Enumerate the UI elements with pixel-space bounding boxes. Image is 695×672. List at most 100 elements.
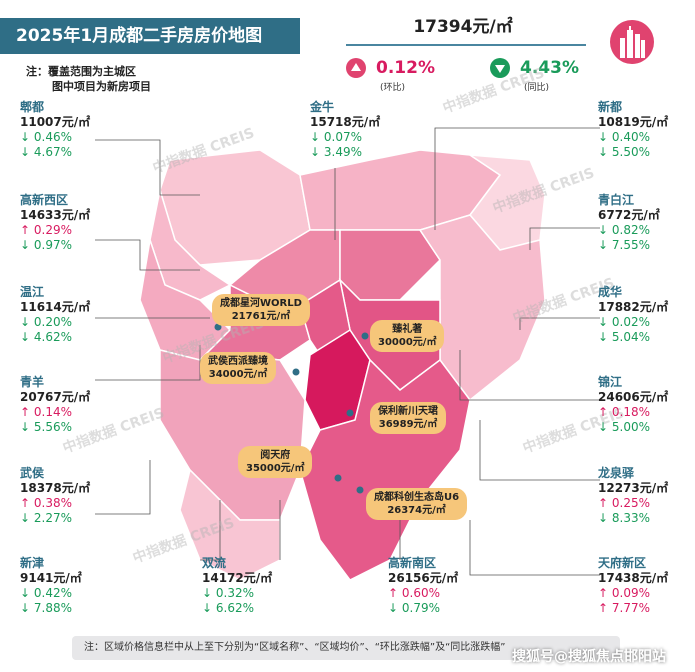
district-pidu: 郫都 11007元/㎡ ↓ 0.46% ↓ 4.67% [20,100,90,160]
district-mom: ↑ 0.38% [20,496,72,510]
district-mom: ↑ 0.18% [598,405,650,419]
project-price: 35000元/㎡ [246,463,305,474]
region-chenghua [339,229,441,301]
district-xindu: 新都 10819元/㎡ ↓ 0.40% ↓ 5.50% [598,100,668,160]
district-gaoxinnan: 高新南区 26156元/㎡ ↑ 0.60% ↓ 0.79% [388,556,458,616]
district-mom: ↑ 0.60% [388,586,440,600]
district-jinjiang: 锦江 24606元/㎡ ↑ 0.18% ↓ 5.00% [598,375,668,435]
district-price: 14172元/㎡ [202,571,273,585]
district-name: 青白江 [598,193,635,207]
coverage-note: 注：覆盖范围为主城区 图中项目为新房项目 [26,64,151,94]
district-name: 双流 [202,556,227,570]
region-xinjin [179,468,281,581]
district-mom: ↓ 0.46% [20,130,72,144]
district-name: 新都 [598,100,623,114]
project-price: 21761元/㎡ [231,311,291,322]
district-price: 15718元/㎡ [310,115,381,129]
district-name: 锦江 [598,375,623,389]
project-label: 武侯西派臻境 34000元/㎡ [200,352,276,384]
district-jinniu: 金牛 15718元/㎡ ↓ 0.07% ↓ 3.49% [310,100,380,160]
district-mom: ↑ 0.09% [598,586,650,600]
district-yoy: ↓ 8.33% [598,511,650,525]
project-label: 成都星河WORLD 21761元/㎡ [212,294,310,326]
district-qingbaijiang: 青白江 6772元/㎡ ↓ 0.82% ↓ 7.55% [598,193,660,253]
district-name: 成华 [598,285,623,299]
district-yoy: ↓ 4.67% [20,145,72,159]
district-mom: ↑ 0.25% [598,496,650,510]
district-wuhou: 武侯 18378元/㎡ ↑ 0.38% ↓ 2.27% [20,466,90,526]
district-gaoxinxi: 高新西区 14633元/㎡ ↑ 0.29% ↓ 0.97% [20,193,90,253]
mom-value: 0.12% [376,58,435,78]
project-name: 阅天府 [260,450,291,461]
district-yoy: ↓ 0.97% [20,238,72,252]
district-yoy: ↓ 5.50% [598,145,650,159]
district-qingyang: 青羊 20767元/㎡ ↑ 0.14% ↓ 5.56% [20,375,90,435]
city-skyline-logo-icon [610,20,654,64]
district-mom: ↑ 0.14% [20,405,72,419]
project-dot [334,474,342,482]
district-mom: ↓ 0.32% [202,586,254,600]
project-dot [356,486,364,494]
district-mom: ↑ 0.29% [20,223,72,237]
district-name: 温江 [20,285,45,299]
district-price: 18378元/㎡ [20,481,91,495]
district-name: 天府新区 [598,556,647,570]
district-yoy: ↓ 7.88% [20,601,72,615]
district-name: 高新西区 [20,193,69,207]
map-title: 2025年1月成都二手房房价地图 [0,18,300,54]
district-price: 9141元/㎡ [20,571,82,585]
project-price: 34000元/㎡ [208,369,268,380]
project-name: 武侯西派臻境 [208,356,268,367]
district-yoy: ↓ 2.27% [20,511,72,525]
yoy-label: (同比) [524,83,550,93]
district-price: 6772元/㎡ [598,208,660,222]
district-yoy: ↓ 5.56% [20,420,72,434]
overall-price: 17394元/㎡ [413,17,513,37]
project-dot [346,409,354,417]
district-yoy: ↓ 5.00% [598,420,650,434]
project-name: 保利新川天珺 [378,406,438,417]
district-mom: ↓ 0.20% [20,315,72,329]
district-name: 高新南区 [388,556,437,570]
district-yoy: ↓ 7.55% [598,238,650,252]
district-xinjin: 新津 9141元/㎡ ↓ 0.42% ↓ 7.88% [20,556,82,616]
project-name: 臻礼著 [392,324,423,335]
project-dot [361,332,369,340]
district-chenghua: 成华 17882元/㎡ ↓ 0.02% ↓ 5.04% [598,285,668,345]
district-mom: ↓ 0.42% [20,586,72,600]
district-price: 10819元/㎡ [598,115,669,129]
district-name: 金牛 [310,100,335,114]
district-yoy: ↓ 0.79% [388,601,440,615]
district-mom: ↓ 0.02% [598,315,650,329]
footer-note: 注：区域价格信息栏中从上至下分别为“区域名称”、“区域均价”、“环比涨跌幅”及“… [72,636,620,660]
district-yoy: ↓ 3.49% [310,145,362,159]
district-name: 郫都 [20,100,45,114]
district-price: 11007元/㎡ [20,115,91,129]
district-name: 龙泉驿 [598,466,635,480]
district-longquanyi: 龙泉驿 12273元/㎡ ↑ 0.25% ↓ 8.33% [598,466,668,526]
district-price: 20767元/㎡ [20,390,91,404]
district-price: 14633元/㎡ [20,208,91,222]
district-yoy: ↓ 4.62% [20,330,72,344]
district-yoy: ↓ 5.04% [598,330,650,344]
district-shuangliu: 双流 14172元/㎡ ↓ 0.32% ↓ 6.62% [202,556,272,616]
project-label: 保利新川天珺 36989元/㎡ [370,402,446,434]
district-mom: ↓ 0.82% [598,223,650,237]
mom-change: 0.12% (环比) [346,58,435,93]
project-price: 26374元/㎡ [387,505,446,516]
district-name: 新津 [20,556,45,570]
district-yoy: ↑ 7.77% [598,601,650,615]
district-wenjiang: 温江 11614元/㎡ ↓ 0.20% ↓ 4.62% [20,285,90,345]
district-mom: ↓ 0.40% [598,130,650,144]
district-price: 17438元/㎡ [598,571,669,585]
project-price: 30000元/㎡ [378,337,437,348]
project-dot [292,368,300,376]
project-label: 成都科创生态岛U6 26374元/㎡ [366,488,468,520]
district-mom: ↓ 0.07% [310,130,362,144]
note-line-2: 图中项目为新房项目 [52,80,151,93]
district-yoy: ↓ 6.62% [202,601,254,615]
down-arrow-icon [490,58,510,78]
district-price: 12273元/㎡ [598,481,669,495]
region-longquanyi [418,214,546,402]
up-arrow-icon [346,58,366,78]
